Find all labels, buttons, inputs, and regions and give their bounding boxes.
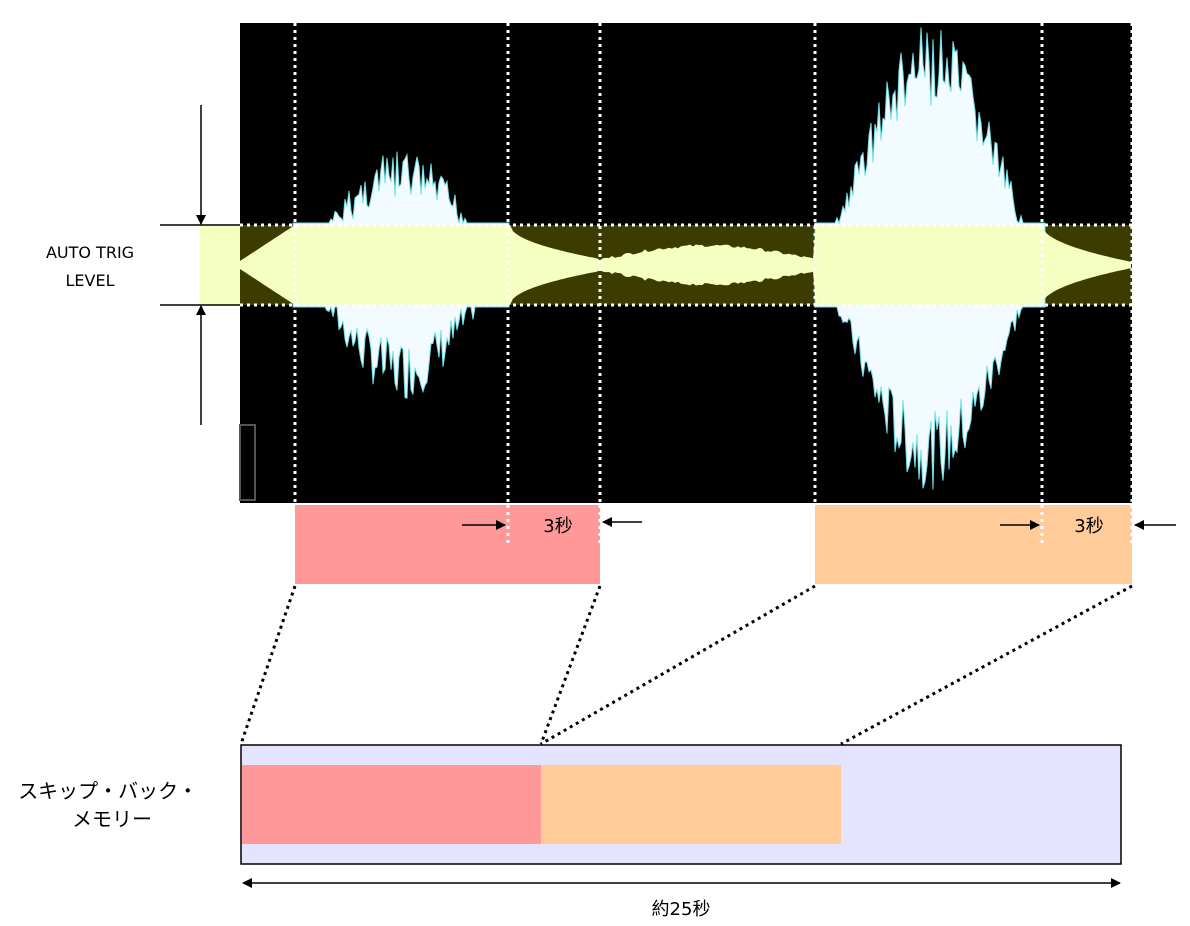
memory-segment-1 bbox=[242, 765, 541, 844]
segment-2 bbox=[815, 505, 1132, 584]
memory-label-line2: メモリー bbox=[72, 807, 152, 831]
memory-segment-2 bbox=[541, 765, 841, 844]
map-seg1-end bbox=[539, 585, 602, 745]
recorded-segments: 3秒 3秒 bbox=[295, 505, 1176, 584]
map-seg1-start bbox=[239, 585, 297, 745]
waveform-panel bbox=[239, 23, 1132, 503]
memory-buffer: スキップ・バック・ メモリー bbox=[18, 744, 1122, 865]
memory-label-line1: スキップ・バック・ bbox=[18, 779, 198, 803]
duration-label: 約25秒 bbox=[652, 899, 711, 920]
segment-1 bbox=[295, 505, 600, 584]
trig-level-indicator: AUTO TRIG LEVEL bbox=[46, 105, 240, 425]
map-seg2-start bbox=[540, 584, 816, 746]
trig-level-swatch bbox=[200, 225, 240, 305]
mapping-lines bbox=[239, 584, 1133, 746]
map-seg2-end bbox=[840, 584, 1133, 746]
seg2-tail-label: 3秒 bbox=[1074, 516, 1103, 537]
seg1-tail-label: 3秒 bbox=[543, 516, 572, 537]
trig-level-inner-band bbox=[240, 225, 1131, 305]
trig-level-label-line1: AUTO TRIG bbox=[46, 243, 134, 262]
scope-frame-mark bbox=[239, 424, 256, 501]
duration-indicator: 約25秒 bbox=[242, 878, 1121, 920]
trig-level-label-line2: LEVEL bbox=[66, 271, 115, 290]
guide-lines bbox=[240, 23, 1134, 545]
